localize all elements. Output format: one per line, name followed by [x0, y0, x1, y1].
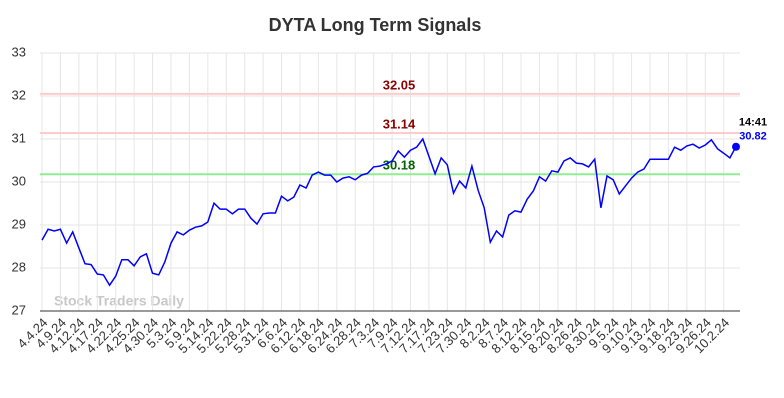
last-value: 30.82 [739, 131, 767, 143]
reference-label: 30.18 [383, 158, 416, 173]
y-tick-label: 30 [12, 173, 26, 188]
y-tick-label: 33 [12, 44, 26, 59]
watermark: Stock Traders Daily [54, 293, 184, 309]
reference-label: 32.05 [383, 77, 416, 92]
y-tick-label: 29 [12, 216, 26, 231]
y-tick-label: 32 [12, 87, 26, 102]
chart-title: DYTA Long Term Signals [269, 15, 482, 35]
reference-label: 31.14 [383, 116, 416, 131]
y-tick-label: 31 [12, 130, 26, 145]
y-tick-label: 28 [12, 259, 26, 274]
last-time: 14:41 [739, 117, 767, 129]
last-point [732, 142, 740, 151]
y-tick-label: 27 [12, 302, 26, 317]
price-line [41, 137, 737, 287]
